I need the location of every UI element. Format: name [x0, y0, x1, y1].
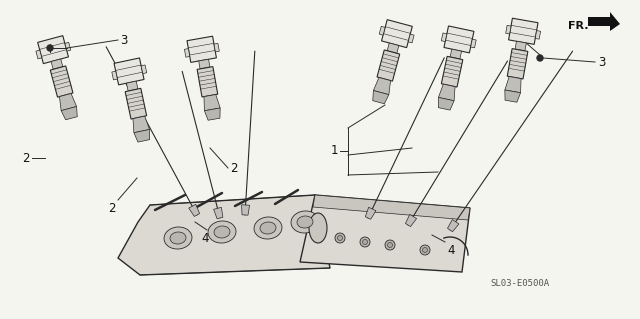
Polygon shape [313, 195, 470, 220]
Polygon shape [214, 207, 223, 219]
Ellipse shape [164, 227, 192, 249]
Polygon shape [535, 31, 541, 39]
Polygon shape [38, 36, 68, 63]
Polygon shape [112, 71, 117, 80]
Text: 4: 4 [447, 244, 454, 257]
Polygon shape [438, 84, 455, 101]
Polygon shape [36, 50, 42, 59]
Polygon shape [506, 26, 511, 34]
Ellipse shape [214, 226, 230, 238]
Polygon shape [444, 26, 474, 53]
Polygon shape [184, 48, 190, 57]
Polygon shape [405, 214, 417, 226]
Polygon shape [505, 77, 521, 93]
Polygon shape [187, 36, 216, 63]
Polygon shape [509, 18, 538, 44]
Polygon shape [381, 20, 412, 48]
Polygon shape [134, 130, 150, 142]
Text: 2: 2 [22, 152, 30, 165]
Polygon shape [127, 81, 138, 91]
Text: FR.: FR. [568, 21, 589, 31]
Polygon shape [442, 56, 463, 87]
Polygon shape [508, 48, 528, 79]
Polygon shape [450, 49, 461, 59]
Ellipse shape [309, 213, 327, 243]
Text: 3: 3 [598, 56, 605, 69]
Ellipse shape [291, 211, 319, 233]
Text: 2: 2 [230, 161, 237, 174]
Circle shape [337, 235, 342, 241]
Text: 4: 4 [201, 232, 209, 245]
Circle shape [362, 240, 367, 244]
Polygon shape [204, 94, 220, 111]
Ellipse shape [297, 216, 313, 228]
Text: 3: 3 [120, 33, 127, 47]
Polygon shape [300, 195, 470, 272]
Polygon shape [125, 88, 147, 119]
Polygon shape [442, 33, 447, 41]
Polygon shape [387, 43, 399, 53]
Polygon shape [515, 41, 526, 51]
Polygon shape [114, 58, 144, 85]
Polygon shape [51, 66, 73, 97]
Polygon shape [60, 93, 77, 111]
Ellipse shape [254, 217, 282, 239]
Circle shape [335, 233, 345, 243]
Polygon shape [365, 207, 376, 219]
Polygon shape [242, 205, 250, 215]
Circle shape [387, 242, 392, 248]
Polygon shape [118, 195, 330, 275]
Polygon shape [51, 59, 63, 69]
Polygon shape [438, 97, 454, 110]
Polygon shape [65, 42, 71, 51]
Circle shape [537, 55, 543, 61]
Ellipse shape [208, 221, 236, 243]
Ellipse shape [170, 232, 186, 244]
Circle shape [360, 237, 370, 247]
Polygon shape [61, 107, 77, 120]
Circle shape [420, 245, 430, 255]
Polygon shape [189, 204, 200, 216]
Circle shape [385, 240, 395, 250]
Polygon shape [470, 39, 476, 48]
Polygon shape [198, 59, 210, 69]
Text: SL03-E0500A: SL03-E0500A [490, 278, 549, 287]
Polygon shape [372, 91, 389, 104]
Polygon shape [505, 90, 520, 102]
Polygon shape [447, 219, 459, 232]
Polygon shape [373, 78, 390, 95]
Circle shape [47, 45, 53, 51]
Polygon shape [197, 67, 218, 97]
Polygon shape [588, 12, 620, 31]
Text: 2: 2 [109, 202, 116, 215]
Polygon shape [408, 34, 414, 43]
Polygon shape [133, 116, 150, 133]
Polygon shape [204, 108, 220, 120]
Circle shape [422, 248, 428, 253]
Polygon shape [377, 50, 400, 81]
Text: 1: 1 [330, 145, 338, 158]
Polygon shape [141, 65, 147, 74]
Polygon shape [380, 26, 385, 35]
Ellipse shape [260, 222, 276, 234]
Polygon shape [214, 43, 220, 52]
